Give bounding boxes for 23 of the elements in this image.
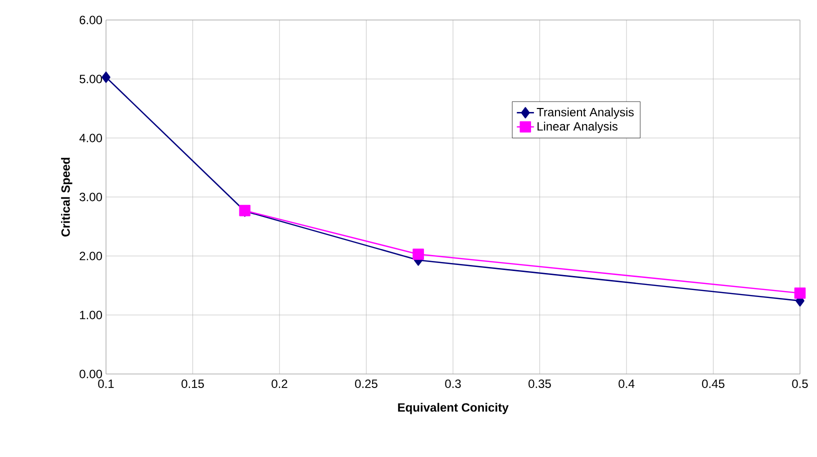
y-tick-label: 4.00: [79, 134, 102, 142]
x-tick-label: 0.2: [272, 380, 288, 388]
y-axis-title: Critical Speed: [61, 158, 72, 237]
point: [412, 248, 424, 260]
x-tick-label: 0.35: [528, 380, 551, 388]
y-tick-label: 3.00: [80, 192, 102, 202]
y-tick-label: 1.00: [80, 310, 102, 320]
x-tick-label: 0.5: [792, 380, 808, 388]
x-axis-title: Equivalent Conicity: [398, 402, 509, 414]
y-tick-label: 2.00: [80, 252, 102, 260]
x-tick-label: 0.4: [618, 380, 634, 388]
legend-label: Linear Analysis: [538, 122, 618, 133]
y-tick-label: 6.00: [80, 16, 102, 24]
x-tick-label: 0.25: [355, 380, 378, 388]
y-tick-label: 5.00: [80, 74, 102, 84]
x-tick-label: 0.45: [702, 380, 724, 388]
point: [102, 72, 110, 83]
y-tick-label: 0.00: [80, 370, 102, 378]
legend-label: Transient Analysis: [536, 108, 634, 119]
x-tick-label: 0.15: [182, 380, 204, 388]
x-tick-label: 0.3: [445, 380, 461, 388]
point: [794, 288, 806, 299]
x-tick-label: 0.1: [98, 380, 114, 388]
